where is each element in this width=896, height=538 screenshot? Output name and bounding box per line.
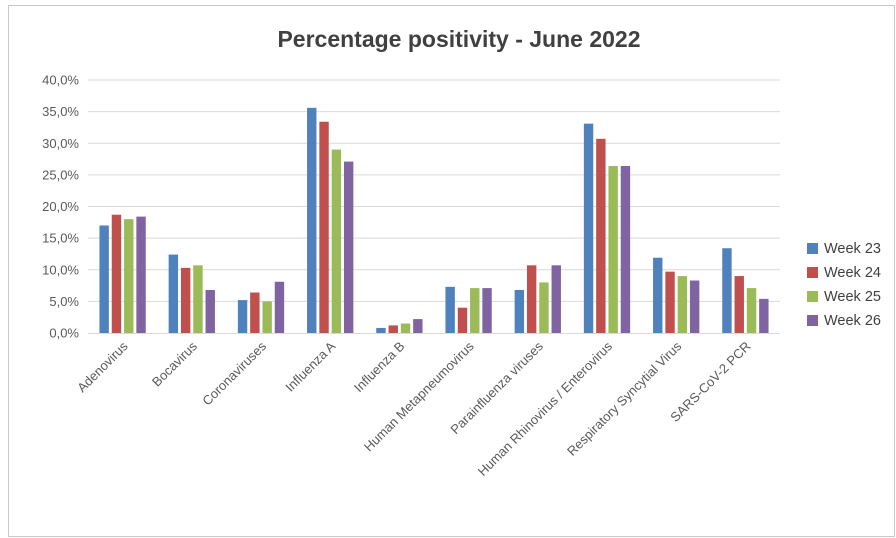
legend-label: Week 24 [824, 265, 881, 281]
bar-week-23 [237, 300, 248, 333]
bar-week-25 [193, 265, 203, 333]
bar-week-24 [250, 292, 260, 333]
category-label: Influenza A [282, 338, 338, 394]
category-label: Human Metapneumovirus [361, 338, 477, 454]
y-tick-label: 40,0% [42, 73, 79, 88]
y-tick-label: 10,0% [42, 262, 79, 277]
bar-week-25 [331, 149, 342, 333]
bar-week-25 [262, 301, 272, 333]
category-label: Coronaviruses [199, 338, 269, 408]
bar-week-23 [653, 257, 663, 333]
bar-week-25 [539, 282, 549, 333]
bar-week-24 [526, 265, 537, 333]
bar-week-26 [551, 265, 561, 333]
bar-week-24 [457, 307, 468, 333]
bar-week-24 [388, 325, 398, 333]
bar-week-25 [124, 219, 134, 333]
legend-swatch [807, 291, 818, 302]
bar-week-26 [413, 319, 423, 333]
bar-week-23 [376, 327, 386, 333]
bar-week-23 [99, 225, 109, 333]
chart-title: Percentage positivity - June 2022 [277, 26, 640, 52]
legend-item: Week 25 [807, 289, 881, 305]
bar-week-23 [514, 289, 525, 333]
bar-week-25 [746, 288, 757, 333]
bar-week-26 [274, 281, 285, 333]
bar-week-24 [180, 267, 191, 333]
bar-week-26 [689, 280, 700, 333]
category-label: Respiratory Syncytial Virus [564, 338, 685, 459]
bar-week-25 [608, 166, 618, 333]
bar-week-24 [319, 121, 329, 334]
legend-label: Week 25 [824, 289, 881, 305]
bar-week-26 [343, 161, 354, 333]
y-tick-label: 35,0% [42, 104, 79, 119]
legend-swatch [807, 315, 818, 326]
y-axis-tick-labels: 0,0% 5,0% 10,0% 15,0% 20,0% 25,0% 30,0% 35,0% 40… [42, 73, 79, 341]
y-tick-label: 20,0% [42, 199, 79, 214]
y-tick-label: 30,0% [42, 136, 79, 151]
legend-label: Week 26 [824, 313, 881, 329]
bar-week-26 [205, 289, 215, 333]
chart-frame [8, 5, 895, 537]
bar-week-23 [583, 123, 594, 333]
category-label: Adenovirus [74, 338, 131, 395]
y-tick-label: 15,0% [42, 231, 79, 246]
legend: Week 23 Week 24 Week 25 Week 26 [807, 241, 881, 329]
legend-item: Week 26 [807, 313, 881, 329]
bar-week-26 [620, 166, 631, 333]
category-labels: Adenovirus Bocavirus Coronaviruses Influenz… [74, 338, 753, 479]
bar-week-23 [168, 254, 179, 333]
bar-week-26 [136, 216, 146, 333]
y-tick-label: 0,0% [49, 326, 79, 341]
bar-week-24 [734, 276, 744, 333]
gridlines [88, 79, 780, 302]
legend-item: Week 24 [807, 265, 881, 281]
bar-week-24 [665, 271, 675, 333]
bar-week-25 [470, 288, 480, 333]
bars [99, 107, 769, 334]
legend-label: Week 23 [824, 241, 881, 257]
y-tick-label: 5,0% [49, 294, 79, 309]
legend-swatch [807, 267, 818, 278]
bar-week-26 [759, 298, 769, 333]
bar-week-25 [400, 323, 411, 333]
y-tick-label: 25,0% [42, 167, 79, 182]
bar-week-26 [482, 288, 492, 333]
bar-week-24 [596, 138, 606, 333]
bar-week-25 [677, 276, 688, 333]
bar-week-23 [307, 107, 317, 333]
category-label: Influenza B [351, 339, 408, 396]
bar-week-24 [111, 214, 122, 333]
bar-week-23 [445, 286, 455, 333]
category-label: Human Rhinovirus / Enterovirus [475, 338, 616, 479]
category-label: Bocavirus [149, 338, 200, 389]
legend-item: Week 23 [807, 241, 881, 257]
legend-swatch [807, 243, 818, 254]
bar-week-23 [722, 248, 732, 333]
